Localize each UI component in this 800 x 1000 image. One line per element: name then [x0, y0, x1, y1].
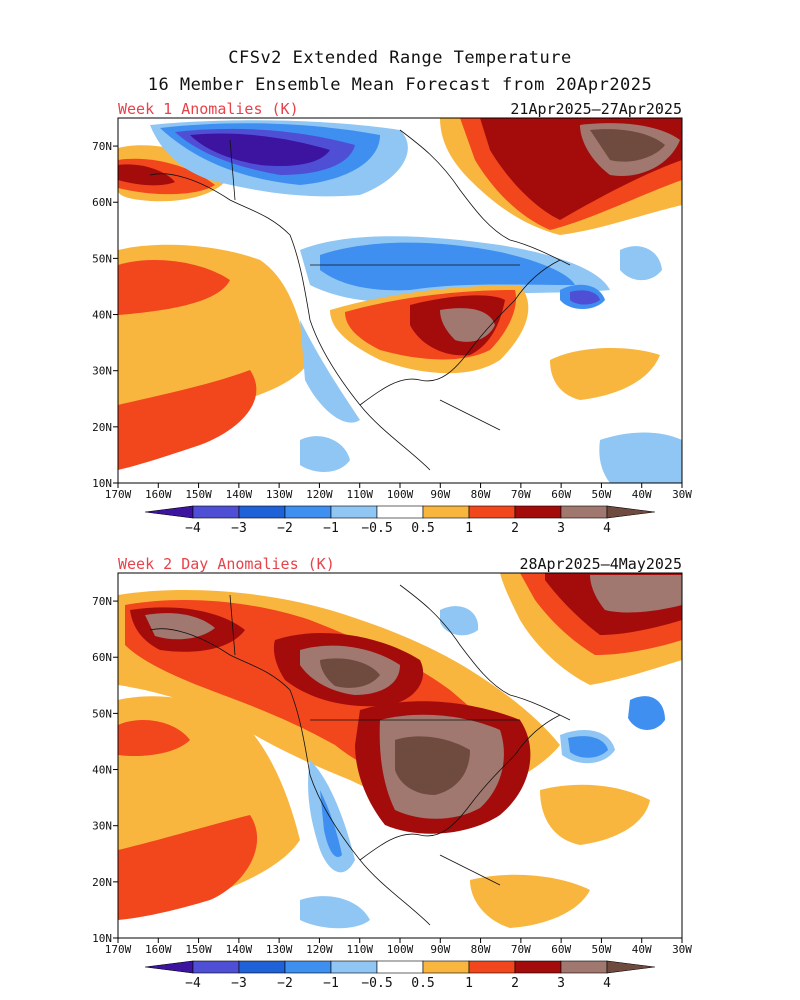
colorbar-segment [560, 960, 608, 974]
lat-label: 30N [92, 820, 112, 833]
chart-title-line1: CFSv2 Extended Range Temperature [228, 48, 572, 68]
colorbar-label: −4 [185, 521, 201, 536]
lat-label: 40N [92, 764, 112, 777]
colorbar-label: 3 [557, 976, 565, 991]
lat-label: 70N [92, 140, 112, 153]
lat-label: 30N [92, 365, 112, 378]
colorbar-segment [468, 505, 516, 519]
lon-label: 50W [591, 943, 611, 956]
lon-label: 90W [430, 488, 450, 501]
colorbar-label: −2 [277, 521, 293, 536]
panel2-label: Week 2 Day Anomalies (K) [118, 555, 335, 573]
lon-label: 30W [672, 943, 692, 956]
colorbar-label: −4 [185, 976, 201, 991]
lon-label: 40W [632, 488, 652, 501]
lat-label: 20N [92, 421, 112, 434]
colorbar-segment [284, 505, 332, 519]
colorbar-label: −1 [323, 521, 339, 536]
lon-label: 50W [591, 488, 611, 501]
lon-label: 120W [306, 488, 333, 501]
colorbar-label: 2 [511, 521, 519, 536]
lon-label: 80W [471, 943, 491, 956]
lat-label: 40N [92, 309, 112, 322]
colorbar-label: 4 [603, 521, 611, 536]
lon-label: 120W [306, 943, 333, 956]
panel2-dates: 28Apr2025–4May2025 [519, 555, 682, 573]
colorbar-label: −3 [231, 976, 247, 991]
panel1-label: Week 1 Anomalies (K) [118, 100, 299, 118]
lat-label: 20N [92, 876, 112, 889]
colorbar-segment [192, 505, 240, 519]
lon-label: 70W [511, 943, 531, 956]
panel1-dates: 21Apr2025–27Apr2025 [510, 100, 682, 118]
lat-label: 10N [92, 932, 112, 945]
colorbar-segment [514, 505, 562, 519]
colorbar-label: −0.5 [361, 521, 392, 536]
colorbar-segment [560, 505, 608, 519]
lon-label: 100W [387, 943, 414, 956]
colorbar-label: −3 [231, 521, 247, 536]
lon-label: 110W [346, 488, 373, 501]
lon-label: 160W [145, 488, 172, 501]
colorbar-label: 1 [465, 976, 473, 991]
lat-label: 10N [92, 477, 112, 490]
lat-label: 60N [92, 196, 112, 209]
colorbar-label: −2 [277, 976, 293, 991]
colorbar-segment [376, 505, 424, 519]
colorbar-segment [514, 960, 562, 974]
colorbar-arrow-high [606, 960, 656, 974]
colorbar-arrow-low [144, 505, 194, 519]
colorbar-label: 3 [557, 521, 565, 536]
lon-label: 60W [551, 943, 571, 956]
lon-label: 100W [387, 488, 414, 501]
lon-label: 80W [471, 488, 491, 501]
colorbar-arrow-low [144, 960, 194, 974]
colorbar-segment [376, 960, 424, 974]
lon-label: 110W [346, 943, 373, 956]
lon-label: 170W [105, 943, 132, 956]
colorbar-label: 2 [511, 976, 519, 991]
colorbar-label: 1 [465, 521, 473, 536]
lon-label: 70W [511, 488, 531, 501]
lon-label: 140W [226, 943, 253, 956]
colorbar-label: 0.5 [411, 521, 434, 536]
panel2-map [118, 573, 682, 938]
lat-label: 70N [92, 595, 112, 608]
colorbar-label: −0.5 [361, 976, 392, 991]
lon-label: 130W [266, 943, 293, 956]
colorbar-label: −1 [323, 976, 339, 991]
colorbar-segment [330, 960, 378, 974]
lon-label: 170W [105, 488, 132, 501]
lat-label: 50N [92, 252, 112, 265]
colorbar-segment [238, 505, 286, 519]
lat-label: 50N [92, 707, 112, 720]
lon-label: 150W [185, 943, 212, 956]
lon-label: 60W [551, 488, 571, 501]
lon-label: 30W [672, 488, 692, 501]
colorbar-segment [238, 960, 286, 974]
lon-label: 150W [185, 488, 212, 501]
colorbar-arrow-high [606, 505, 656, 519]
colorbar-segment [422, 505, 470, 519]
colorbar-label: 4 [603, 976, 611, 991]
colorbar-label: 0.5 [411, 976, 434, 991]
colorbar-segment [468, 960, 516, 974]
lon-label: 90W [430, 943, 450, 956]
colorbar-segment [422, 960, 470, 974]
lon-label: 40W [632, 943, 652, 956]
lon-label: 130W [266, 488, 293, 501]
panel1-map [118, 118, 682, 483]
colorbar-segment [284, 960, 332, 974]
lon-label: 160W [145, 943, 172, 956]
colorbar-segment [330, 505, 378, 519]
chart-title-line2: 16 Member Ensemble Mean Forecast from 20… [147, 75, 653, 95]
colorbar-segment [192, 960, 240, 974]
lon-label: 140W [226, 488, 253, 501]
lat-label: 60N [92, 651, 112, 664]
